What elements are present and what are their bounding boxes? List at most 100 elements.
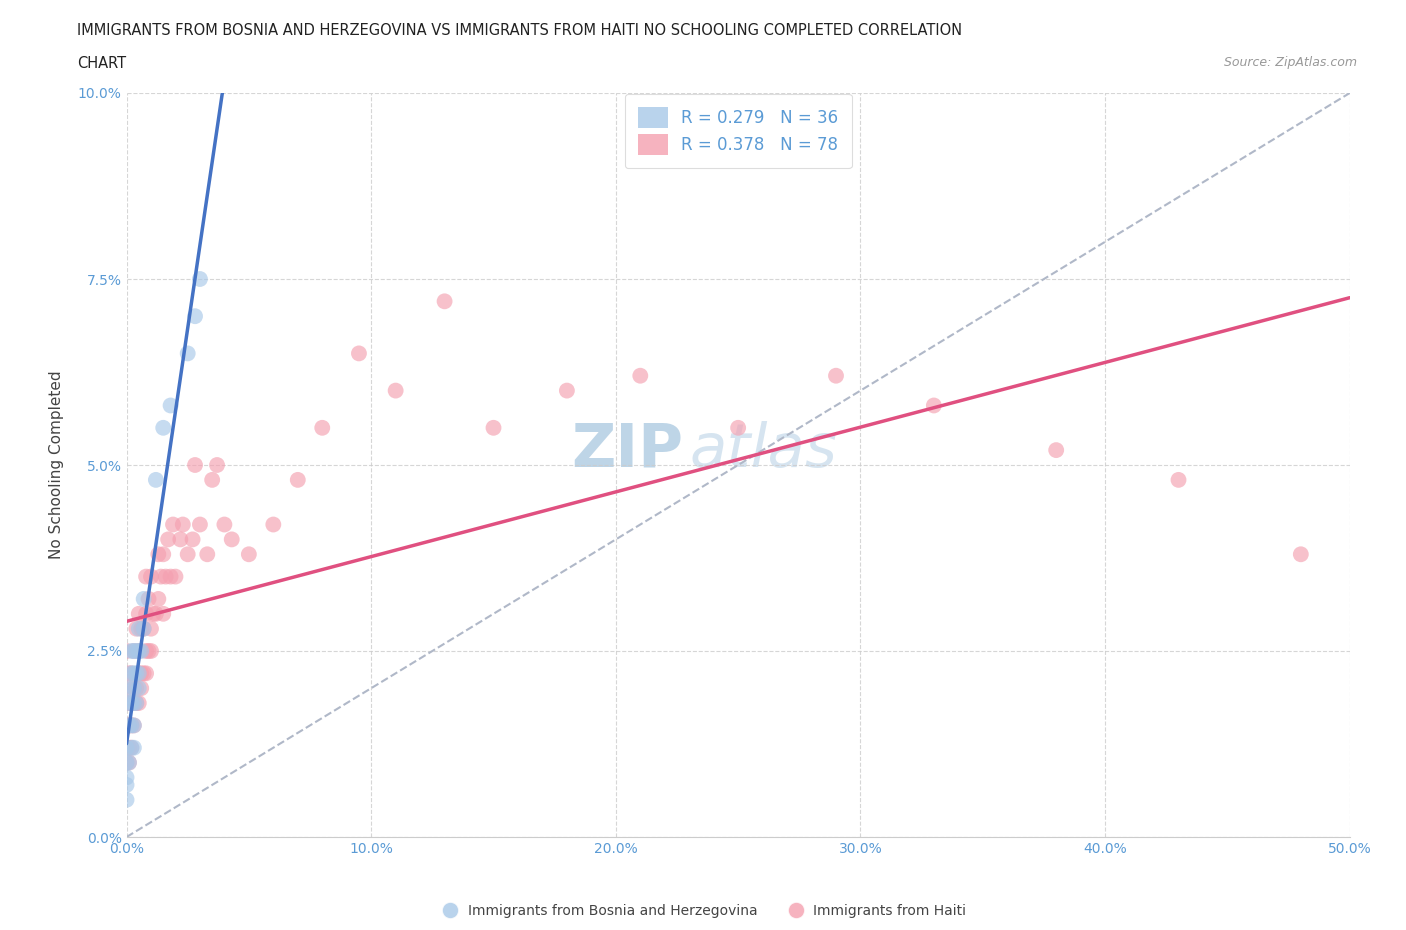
Point	[138, 644, 160, 658]
Point	[122, 681, 145, 696]
Legend: Immigrants from Bosnia and Herzegovina, Immigrants from Haiti: Immigrants from Bosnia and Herzegovina, …	[434, 898, 972, 923]
Point	[118, 666, 141, 681]
Point	[152, 420, 174, 435]
Point	[115, 740, 138, 755]
Point	[129, 644, 152, 658]
Point	[122, 644, 145, 658]
Point	[118, 681, 141, 696]
Point	[152, 547, 174, 562]
Point	[433, 294, 456, 309]
Point	[129, 666, 152, 681]
Point	[128, 696, 150, 711]
Point	[201, 472, 224, 487]
Point	[221, 532, 243, 547]
Point	[135, 569, 157, 584]
Text: Source: ZipAtlas.com: Source: ZipAtlas.com	[1223, 56, 1357, 69]
Y-axis label: No Schooling Completed: No Schooling Completed	[49, 371, 63, 559]
Point	[129, 621, 152, 636]
Point	[287, 472, 309, 487]
Point	[128, 666, 150, 681]
Point	[122, 696, 145, 711]
Point	[145, 606, 167, 621]
Point	[128, 644, 150, 658]
Point	[184, 458, 207, 472]
Point	[120, 666, 142, 681]
Point	[149, 569, 172, 584]
Point	[1289, 547, 1312, 562]
Point	[132, 621, 155, 636]
Point	[142, 606, 165, 621]
Point	[128, 681, 150, 696]
Point	[195, 547, 218, 562]
Point	[115, 770, 138, 785]
Point	[120, 718, 142, 733]
Point	[115, 681, 138, 696]
Point	[120, 696, 142, 711]
Point	[122, 696, 145, 711]
Point	[118, 740, 141, 755]
Point	[152, 606, 174, 621]
Point	[122, 718, 145, 733]
Point	[184, 309, 207, 324]
Point	[177, 346, 200, 361]
Point	[384, 383, 406, 398]
Point	[120, 740, 142, 755]
Point	[125, 696, 148, 711]
Point	[115, 792, 138, 807]
Point	[118, 718, 141, 733]
Point	[129, 681, 152, 696]
Point	[347, 346, 370, 361]
Point	[115, 644, 138, 658]
Point	[135, 606, 157, 621]
Point	[128, 644, 150, 658]
Point	[138, 591, 160, 606]
Point	[120, 718, 142, 733]
Point	[128, 666, 150, 681]
Point	[135, 666, 157, 681]
Point	[1167, 472, 1189, 487]
Point	[555, 383, 578, 398]
Point	[120, 644, 142, 658]
Point	[1045, 443, 1067, 458]
Point	[139, 644, 162, 658]
Point	[188, 272, 211, 286]
Point	[157, 532, 180, 547]
Point	[125, 666, 148, 681]
Point	[120, 740, 142, 755]
Point	[118, 755, 141, 770]
Point	[181, 532, 204, 547]
Point	[118, 696, 141, 711]
Point	[115, 696, 138, 711]
Point	[125, 644, 148, 658]
Text: ZIP: ZIP	[571, 420, 683, 480]
Point	[825, 368, 848, 383]
Point	[139, 569, 162, 584]
Point	[482, 420, 505, 435]
Point	[122, 681, 145, 696]
Text: atlas: atlas	[689, 420, 837, 480]
Point	[205, 458, 228, 472]
Point	[128, 606, 150, 621]
Point	[214, 517, 236, 532]
Point	[169, 532, 191, 547]
Point	[122, 740, 145, 755]
Point	[177, 547, 200, 562]
Point	[118, 755, 141, 770]
Point	[727, 420, 749, 435]
Point	[115, 755, 138, 770]
Legend: R = 0.279   N = 36, R = 0.378   N = 78: R = 0.279 N = 36, R = 0.378 N = 78	[624, 94, 852, 168]
Point	[628, 368, 651, 383]
Point	[132, 621, 155, 636]
Point	[125, 696, 148, 711]
Point	[262, 517, 284, 532]
Text: CHART: CHART	[77, 56, 127, 71]
Point	[311, 420, 333, 435]
Point	[159, 398, 181, 413]
Point	[125, 621, 148, 636]
Point	[145, 472, 167, 487]
Point	[115, 718, 138, 733]
Point	[118, 718, 141, 733]
Point	[165, 569, 187, 584]
Point	[922, 398, 945, 413]
Point	[155, 569, 177, 584]
